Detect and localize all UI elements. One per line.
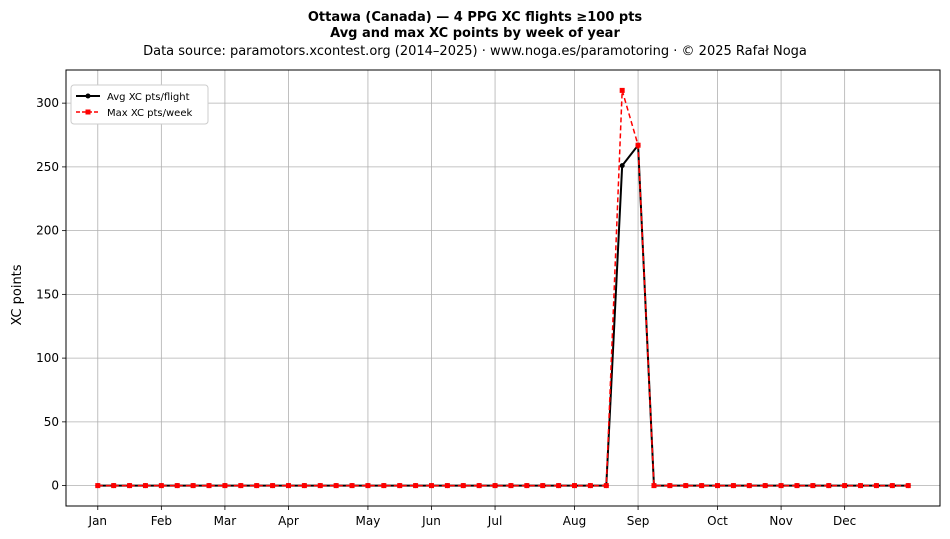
series-group — [95, 87, 911, 489]
y-tick-label: 100 — [36, 351, 59, 365]
x-tick-label: Sep — [627, 514, 650, 528]
data-point — [238, 483, 244, 489]
x-tick-label: Dec — [833, 514, 856, 528]
data-point — [397, 483, 403, 489]
data-point — [285, 483, 291, 489]
x-tick-label: Oct — [707, 514, 728, 528]
data-point — [746, 483, 752, 489]
data-point — [270, 483, 276, 489]
x-tick-label: Mar — [214, 514, 237, 528]
data-point — [905, 483, 911, 489]
data-point — [889, 483, 895, 489]
data-point — [794, 483, 800, 489]
data-point — [651, 483, 657, 489]
x-tick-label: Jul — [487, 514, 502, 528]
y-tick-label: 200 — [36, 224, 59, 238]
data-point — [301, 483, 307, 489]
data-point — [492, 483, 498, 489]
series-line — [97, 144, 909, 487]
x-tick-label: Nov — [769, 514, 792, 528]
data-point — [572, 483, 578, 489]
data-point — [127, 483, 133, 489]
data-point — [317, 483, 323, 489]
data-point — [556, 483, 562, 489]
data-point — [142, 483, 148, 489]
y-tick-label: 150 — [36, 287, 59, 301]
legend-label-max: Max XC pts/week — [107, 108, 192, 119]
data-point — [635, 142, 641, 148]
data-point — [444, 483, 450, 489]
x-tick-label: Aug — [563, 514, 586, 528]
x-tick-label: Feb — [151, 514, 172, 528]
legend: Avg XC pts/flight Max XC pts/week — [70, 84, 209, 125]
x-tick-label: Apr — [278, 514, 299, 528]
data-point — [349, 483, 355, 489]
data-point — [174, 483, 180, 489]
data-point — [381, 483, 387, 489]
y-tick-label: 250 — [36, 160, 59, 174]
chart-subtitle: Avg and max XC points by week of year — [330, 26, 620, 41]
data-point — [524, 483, 530, 489]
y-tick-label: 0 — [51, 479, 59, 493]
data-point — [603, 483, 609, 489]
data-point — [619, 87, 625, 93]
grid — [66, 70, 940, 506]
data-point — [365, 483, 371, 489]
data-point — [858, 483, 864, 489]
data-point — [619, 163, 625, 169]
legend-marker-max — [85, 109, 91, 115]
data-point — [333, 483, 339, 489]
data-point — [842, 483, 848, 489]
y-tick-label: 300 — [36, 96, 59, 110]
data-point — [460, 483, 466, 489]
y-tick-label: 50 — [44, 415, 59, 429]
data-point — [730, 483, 736, 489]
x-tick-label: Jun — [421, 514, 441, 528]
data-point — [111, 483, 117, 489]
data-point — [826, 483, 832, 489]
chart-title: Ottawa (Canada) — 4 PPG XC flights ≥100 … — [308, 10, 643, 25]
data-point — [95, 483, 101, 489]
data-point — [190, 483, 196, 489]
axis-ticks: 0 50 100 150 200 250 300 Jan Feb Mar Apr May Jun Jul A… — [36, 96, 856, 528]
data-point — [428, 483, 434, 489]
legend-frame — [70, 84, 209, 125]
data-point — [683, 483, 689, 489]
series-avg — [95, 142, 911, 489]
legend-marker-avg — [85, 93, 91, 99]
data-point — [206, 483, 212, 489]
x-tick-label: Jan — [88, 514, 108, 528]
data-point — [778, 483, 784, 489]
data-point — [222, 483, 228, 489]
data-point — [873, 483, 879, 489]
data-point — [413, 483, 419, 489]
data-point — [762, 483, 768, 489]
data-point — [508, 483, 514, 489]
data-point — [158, 483, 164, 489]
data-point — [587, 483, 593, 489]
chart-source-note: Data source: paramotors.xcontest.org (20… — [143, 44, 807, 59]
data-point — [254, 483, 260, 489]
series-line — [97, 89, 909, 487]
plot-area-frame — [65, 69, 941, 507]
data-point — [810, 483, 816, 489]
data-point — [667, 483, 673, 489]
data-point — [699, 483, 705, 489]
data-point — [540, 483, 546, 489]
x-tick-label: May — [356, 514, 381, 528]
y-axis-label: XC points — [10, 264, 25, 325]
series-max — [95, 87, 911, 489]
data-point — [715, 483, 721, 489]
data-point — [476, 483, 482, 489]
legend-label-avg: Avg XC pts/flight — [107, 92, 190, 103]
